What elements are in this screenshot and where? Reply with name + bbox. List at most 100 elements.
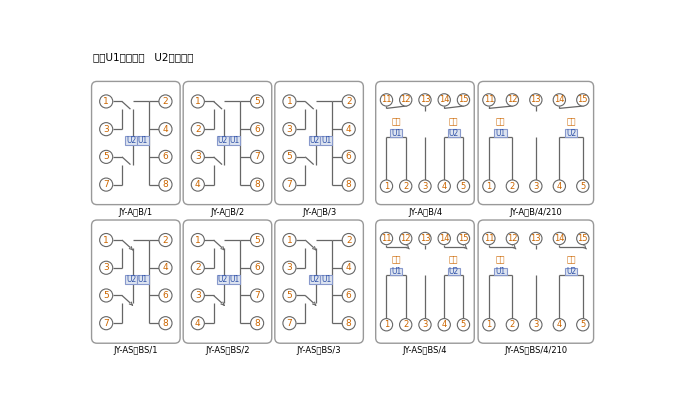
FancyBboxPatch shape xyxy=(390,129,402,137)
Text: 8: 8 xyxy=(346,180,351,189)
Text: 8: 8 xyxy=(254,319,260,328)
Circle shape xyxy=(251,151,264,164)
Text: 6: 6 xyxy=(254,125,260,134)
Text: 8: 8 xyxy=(254,180,260,189)
Text: 3: 3 xyxy=(422,182,428,191)
Text: 1: 1 xyxy=(195,97,201,106)
Text: 7: 7 xyxy=(254,291,260,300)
FancyBboxPatch shape xyxy=(478,81,594,204)
Circle shape xyxy=(191,261,204,274)
Circle shape xyxy=(438,94,450,106)
Text: 7: 7 xyxy=(286,319,293,328)
Text: U1: U1 xyxy=(391,267,401,276)
Text: 1: 1 xyxy=(195,236,201,245)
FancyBboxPatch shape xyxy=(125,275,137,283)
FancyBboxPatch shape xyxy=(92,220,180,343)
Circle shape xyxy=(99,151,113,164)
Circle shape xyxy=(400,180,412,192)
Circle shape xyxy=(457,319,470,331)
Circle shape xyxy=(159,123,172,136)
Text: 6: 6 xyxy=(162,291,169,300)
Text: U1: U1 xyxy=(138,136,148,145)
Circle shape xyxy=(553,319,566,331)
Text: 4: 4 xyxy=(442,182,447,191)
FancyBboxPatch shape xyxy=(309,275,321,283)
FancyBboxPatch shape xyxy=(478,220,594,343)
FancyBboxPatch shape xyxy=(229,275,240,283)
Circle shape xyxy=(380,180,393,192)
Text: JY-AS、BS/1: JY-AS、BS/1 xyxy=(113,346,158,355)
FancyBboxPatch shape xyxy=(92,81,180,204)
Text: 1: 1 xyxy=(104,97,109,106)
FancyBboxPatch shape xyxy=(183,81,272,204)
Text: 1: 1 xyxy=(286,97,293,106)
Text: U2: U2 xyxy=(449,267,459,276)
Text: 11: 11 xyxy=(484,234,494,243)
Circle shape xyxy=(342,95,356,108)
Text: 启动: 启动 xyxy=(449,117,459,126)
Text: JY-A、B/2: JY-A、B/2 xyxy=(211,208,244,217)
Text: U2: U2 xyxy=(126,275,136,284)
Text: 3: 3 xyxy=(104,263,109,272)
FancyBboxPatch shape xyxy=(275,81,363,204)
FancyBboxPatch shape xyxy=(275,220,363,343)
Circle shape xyxy=(99,234,113,247)
Circle shape xyxy=(380,232,393,245)
Text: 5: 5 xyxy=(286,291,293,300)
Text: 3: 3 xyxy=(533,320,538,329)
Text: U2: U2 xyxy=(309,136,320,145)
Text: 3: 3 xyxy=(286,263,293,272)
Text: 2: 2 xyxy=(162,97,168,106)
Circle shape xyxy=(251,234,264,247)
Circle shape xyxy=(419,180,431,192)
Text: 12: 12 xyxy=(507,95,517,104)
Text: U1: U1 xyxy=(496,267,505,276)
Text: U2: U2 xyxy=(449,128,459,137)
Circle shape xyxy=(159,234,172,247)
Text: 2: 2 xyxy=(510,320,515,329)
Circle shape xyxy=(530,180,542,192)
Circle shape xyxy=(506,319,519,331)
FancyBboxPatch shape xyxy=(448,268,460,275)
Text: 15: 15 xyxy=(458,234,469,243)
FancyBboxPatch shape xyxy=(217,275,229,283)
Text: U1: U1 xyxy=(138,275,148,284)
Text: 15: 15 xyxy=(578,234,588,243)
Text: 电源: 电源 xyxy=(391,117,401,126)
Circle shape xyxy=(159,151,172,164)
Text: 4: 4 xyxy=(195,180,201,189)
Text: JY-AS、BS/3: JY-AS、BS/3 xyxy=(297,346,342,355)
Circle shape xyxy=(191,151,204,164)
Circle shape xyxy=(457,232,470,245)
Text: 启动: 启动 xyxy=(566,256,576,265)
Circle shape xyxy=(283,178,296,191)
Text: 4: 4 xyxy=(442,320,447,329)
Circle shape xyxy=(457,180,470,192)
Text: JY-A、B/4: JY-A、B/4 xyxy=(408,208,442,217)
FancyBboxPatch shape xyxy=(137,137,148,145)
Circle shape xyxy=(251,95,264,108)
FancyBboxPatch shape xyxy=(309,137,321,145)
Text: 6: 6 xyxy=(254,263,260,272)
Circle shape xyxy=(159,95,172,108)
FancyBboxPatch shape xyxy=(448,129,460,137)
Circle shape xyxy=(483,232,495,245)
Circle shape xyxy=(438,180,450,192)
Circle shape xyxy=(191,317,204,330)
FancyBboxPatch shape xyxy=(137,275,148,283)
Circle shape xyxy=(553,232,566,245)
Text: 5: 5 xyxy=(254,236,260,245)
Circle shape xyxy=(159,317,172,330)
Text: U1: U1 xyxy=(230,275,239,284)
Text: U1: U1 xyxy=(391,128,401,137)
Text: 电源: 电源 xyxy=(496,117,505,126)
Circle shape xyxy=(419,232,431,245)
Text: U1: U1 xyxy=(321,275,331,284)
FancyBboxPatch shape xyxy=(494,268,507,275)
Text: 3: 3 xyxy=(286,125,293,134)
Circle shape xyxy=(159,289,172,302)
Text: 14: 14 xyxy=(439,234,449,243)
Circle shape xyxy=(283,317,296,330)
Text: 4: 4 xyxy=(346,125,351,134)
Circle shape xyxy=(506,180,519,192)
